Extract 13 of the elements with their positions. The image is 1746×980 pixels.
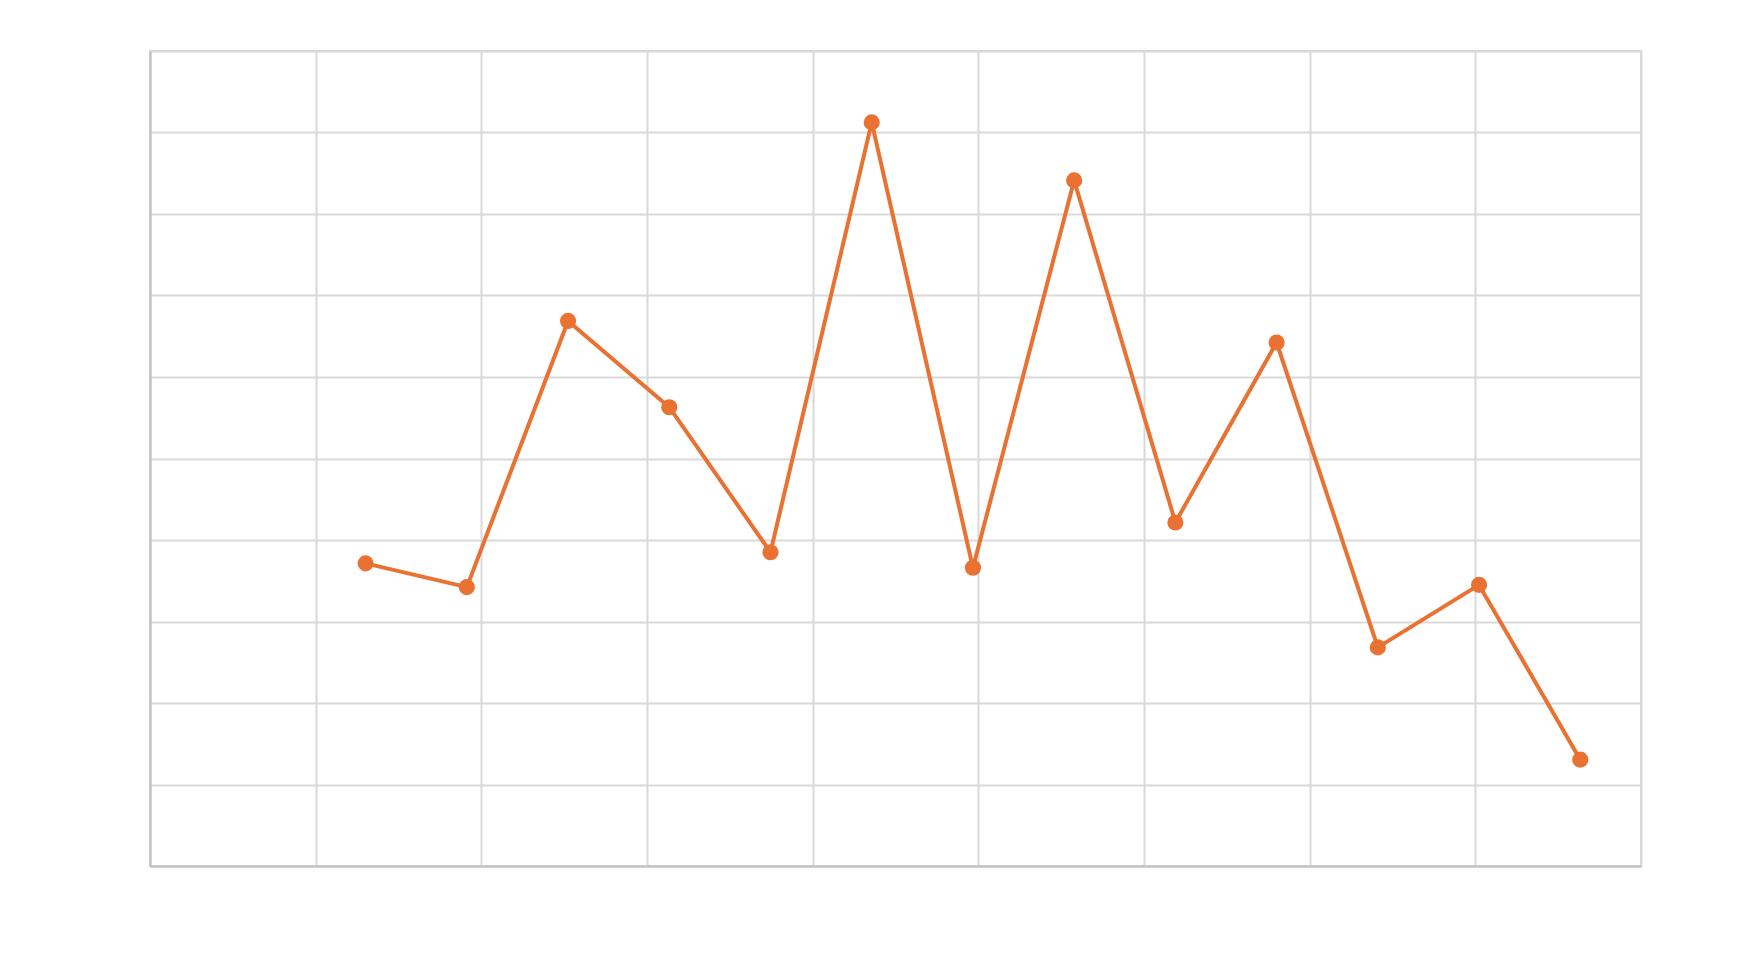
point xyxy=(1066,172,1083,189)
point xyxy=(559,312,577,329)
point xyxy=(964,559,981,576)
point xyxy=(1572,751,1589,768)
point xyxy=(1470,576,1488,593)
point xyxy=(762,544,779,561)
point xyxy=(357,555,374,572)
point xyxy=(1268,334,1285,351)
point xyxy=(661,399,678,416)
point xyxy=(1369,639,1386,656)
point xyxy=(1167,514,1184,531)
point xyxy=(458,579,475,596)
point xyxy=(863,114,880,131)
